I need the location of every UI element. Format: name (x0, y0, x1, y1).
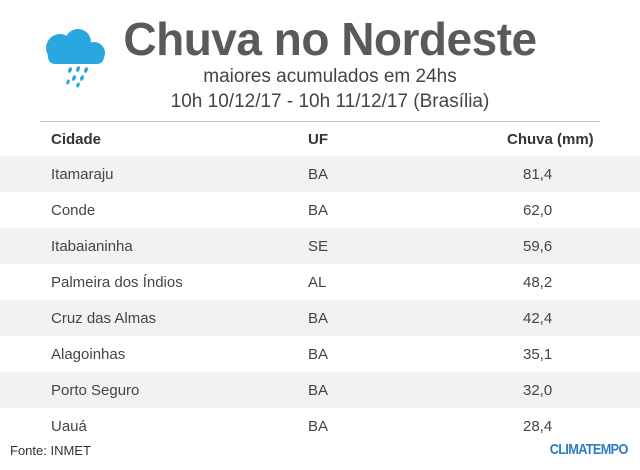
table-row: Porto Seguro BA 32,0 (0, 372, 640, 408)
cell-cidade: Conde (51, 201, 96, 219)
cell-uf: SE (308, 228, 458, 264)
table-header-row: Cidade UF Chuva (mm) (0, 122, 640, 156)
cell-cidade: Porto Seguro (0, 372, 308, 408)
cell-chuva: 35,1 (523, 345, 553, 363)
table-row: Alagoinhas BA 35,1 (0, 336, 640, 372)
column-header-cidade: Cidade (51, 130, 102, 148)
table-row: Palmeira dos Índios AL 48,2 (0, 264, 640, 300)
cell-uf: BA (308, 201, 329, 219)
cell-cidade: Cruz das Almas (0, 300, 308, 336)
climatempo-logo: CLIMATEMPO (550, 441, 629, 458)
rainfall-table: Cidade UF Chuva (mm) Itamaraju BA 81,4 C… (0, 122, 640, 444)
table-row: Itabaianinha SE 59,6 (0, 228, 640, 264)
cell-chuva: 42,4 (458, 300, 640, 336)
cell-uf: BA (308, 300, 458, 336)
page-subtitle: maiores acumulados em 24hs (203, 66, 457, 87)
source-note: Fonte: INMET (10, 443, 91, 458)
cell-cidade: Itabaianinha (0, 228, 308, 264)
table-row: Cruz das Almas BA 42,4 (0, 300, 640, 336)
table-row: Conde BA 62,0 (0, 192, 640, 228)
cell-uf: BA (308, 372, 458, 408)
cell-chuva: 81,4 (458, 156, 640, 192)
cell-chuva: 28,4 (523, 417, 553, 435)
cell-chuva: 48,2 (523, 273, 553, 291)
cell-chuva: 59,6 (458, 228, 640, 264)
column-header-chuva: Chuva (mm) (507, 130, 594, 148)
cell-chuva: 62,0 (523, 201, 553, 219)
cell-cidade: Uauá (51, 417, 87, 435)
cell-uf: AL (308, 273, 327, 291)
rain-cloud-icon (46, 29, 105, 88)
table-row: Uauá BA 28,4 (0, 408, 640, 444)
header-divider (40, 121, 600, 122)
column-header-uf: UF (308, 130, 328, 148)
page-title: Chuva no Nordeste (123, 13, 537, 65)
cell-uf: BA (308, 417, 329, 435)
header: Chuva no Nordeste maiores acumulados em … (0, 0, 640, 120)
cell-uf: BA (308, 345, 329, 363)
cell-cidade: Alagoinhas (51, 345, 126, 363)
cell-cidade: Palmeira dos Índios (51, 273, 183, 291)
cell-cidade: Itamaraju (0, 156, 308, 192)
cell-uf: BA (308, 156, 458, 192)
table-row: Itamaraju BA 81,4 (0, 156, 640, 192)
cell-chuva: 32,0 (458, 372, 640, 408)
period-label: 10h 10/12/17 - 10h 11/12/17 (Brasília) (170, 91, 490, 112)
